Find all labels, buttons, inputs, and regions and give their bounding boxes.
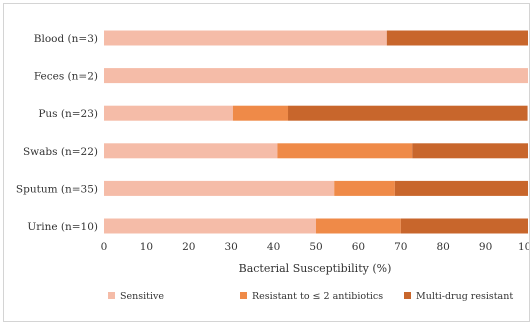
category-label: Urine (n=10) <box>27 221 98 233</box>
bar-segment-1 <box>104 105 233 121</box>
bar-segment-1 <box>104 218 316 234</box>
x-axis-title: Bacterial Susceptibility (%) <box>239 262 392 275</box>
legend-swatch <box>404 292 411 299</box>
legend-label: Multi-drug resistant <box>416 291 513 302</box>
legend-label: Resistant to ≤ 2 antibiotics <box>252 291 383 302</box>
x-tick-label: 70 <box>394 241 407 253</box>
x-tick-label: 60 <box>352 241 365 253</box>
x-tick-label: 30 <box>225 241 238 253</box>
category-labels: Blood (n=3) Feces (n=2) Pus (n=23) Swabs (n… <box>16 33 98 233</box>
category-label: Swabs (n=22) <box>23 146 98 158</box>
legend-label: Sensitive <box>120 291 164 302</box>
bar-segment-1 <box>104 180 335 196</box>
legend-swatch <box>240 292 247 299</box>
bar-segment-3 <box>400 218 528 234</box>
bar-segment-1 <box>104 68 528 84</box>
x-tick-labels: 0 10 20 30 40 50 60 70 80 90 100 <box>101 241 529 253</box>
bar-segment-1 <box>104 143 278 159</box>
category-label: Feces (n=2) <box>34 71 98 83</box>
x-tick-label: 80 <box>437 241 450 253</box>
x-tick-label: 100 <box>518 241 529 253</box>
bars-group <box>104 30 528 234</box>
x-tick-label: 90 <box>479 241 492 253</box>
x-tick-label: 0 <box>101 241 108 253</box>
bar-segment-2 <box>277 143 413 159</box>
bar-segment-2 <box>232 105 289 121</box>
x-tick-label: 40 <box>267 241 280 253</box>
bar-segment-2 <box>316 218 401 234</box>
category-label: Sputum (n=35) <box>16 183 98 195</box>
category-label: Blood (n=3) <box>34 33 98 45</box>
legend-swatch <box>108 292 115 299</box>
legend: Sensitive Resistant to ≤ 2 antibiotics Mul… <box>108 291 513 302</box>
bar-segment-3 <box>394 180 528 196</box>
bar-segment-3 <box>386 30 528 46</box>
x-tick-label: 50 <box>309 241 322 253</box>
bar-segment-2 <box>334 180 395 196</box>
bar-segment-3 <box>412 143 528 159</box>
chart-frame: Blood (n=3) Feces (n=2) Pus (n=23) Swabs (n… <box>3 3 530 322</box>
x-tick-label: 10 <box>140 241 153 253</box>
bar-segment-3 <box>288 105 528 121</box>
x-tick-label: 20 <box>182 241 195 253</box>
category-label: Pus (n=23) <box>38 108 98 120</box>
stacked-bar-chart: Blood (n=3) Feces (n=2) Pus (n=23) Swabs (n… <box>16 30 529 302</box>
bar-segment-1 <box>104 30 387 46</box>
